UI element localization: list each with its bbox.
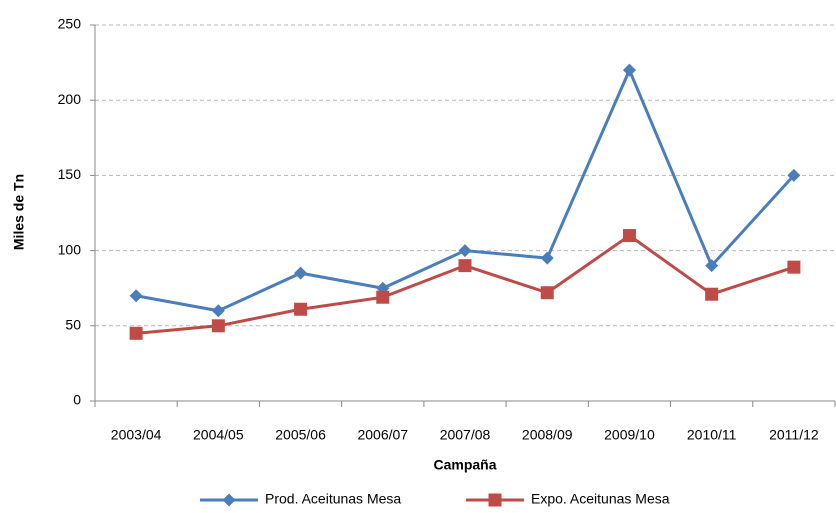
marker [622, 63, 636, 77]
x-tick-label: 2007/08 [440, 427, 491, 443]
y-axis-label: Miles de Tn [11, 174, 27, 250]
marker [622, 229, 636, 243]
marker [129, 289, 143, 303]
marker [705, 287, 719, 301]
marker [787, 260, 801, 274]
marker [705, 259, 719, 273]
legend-label: Prod. Aceitunas Mesa [265, 491, 401, 507]
marker [294, 302, 308, 316]
x-tick-label: 2008/09 [522, 427, 573, 443]
marker [458, 259, 472, 273]
x-tick-label: 2011/12 [769, 427, 819, 443]
x-tick-label: 2004/05 [193, 427, 244, 443]
series-line [135, 68, 795, 313]
legend-label: Expo. Aceitunas Mesa [531, 491, 670, 507]
y-tick-label: 150 [58, 166, 82, 182]
marker [211, 304, 225, 318]
x-tick-label: 2006/07 [357, 427, 408, 443]
marker [488, 493, 502, 507]
marker [129, 326, 143, 340]
x-tick-label: 2009/10 [604, 427, 655, 443]
y-tick-label: 100 [58, 241, 82, 257]
marker [787, 168, 801, 182]
marker [376, 290, 390, 304]
x-tick-label: 2005/06 [275, 427, 326, 443]
marker [222, 493, 236, 507]
marker [294, 266, 308, 280]
marker [540, 251, 554, 265]
y-tick-label: 200 [58, 91, 82, 107]
x-tick-label: 2010/11 [687, 427, 737, 443]
marker [211, 319, 225, 333]
x-tick-label: 2003/04 [111, 427, 162, 443]
marker [540, 286, 554, 300]
marker [458, 244, 472, 258]
y-tick-label: 250 [58, 16, 82, 32]
y-tick-label: 50 [65, 317, 81, 333]
x-axis-label: Campaña [433, 457, 496, 473]
y-tick-label: 0 [73, 392, 81, 408]
